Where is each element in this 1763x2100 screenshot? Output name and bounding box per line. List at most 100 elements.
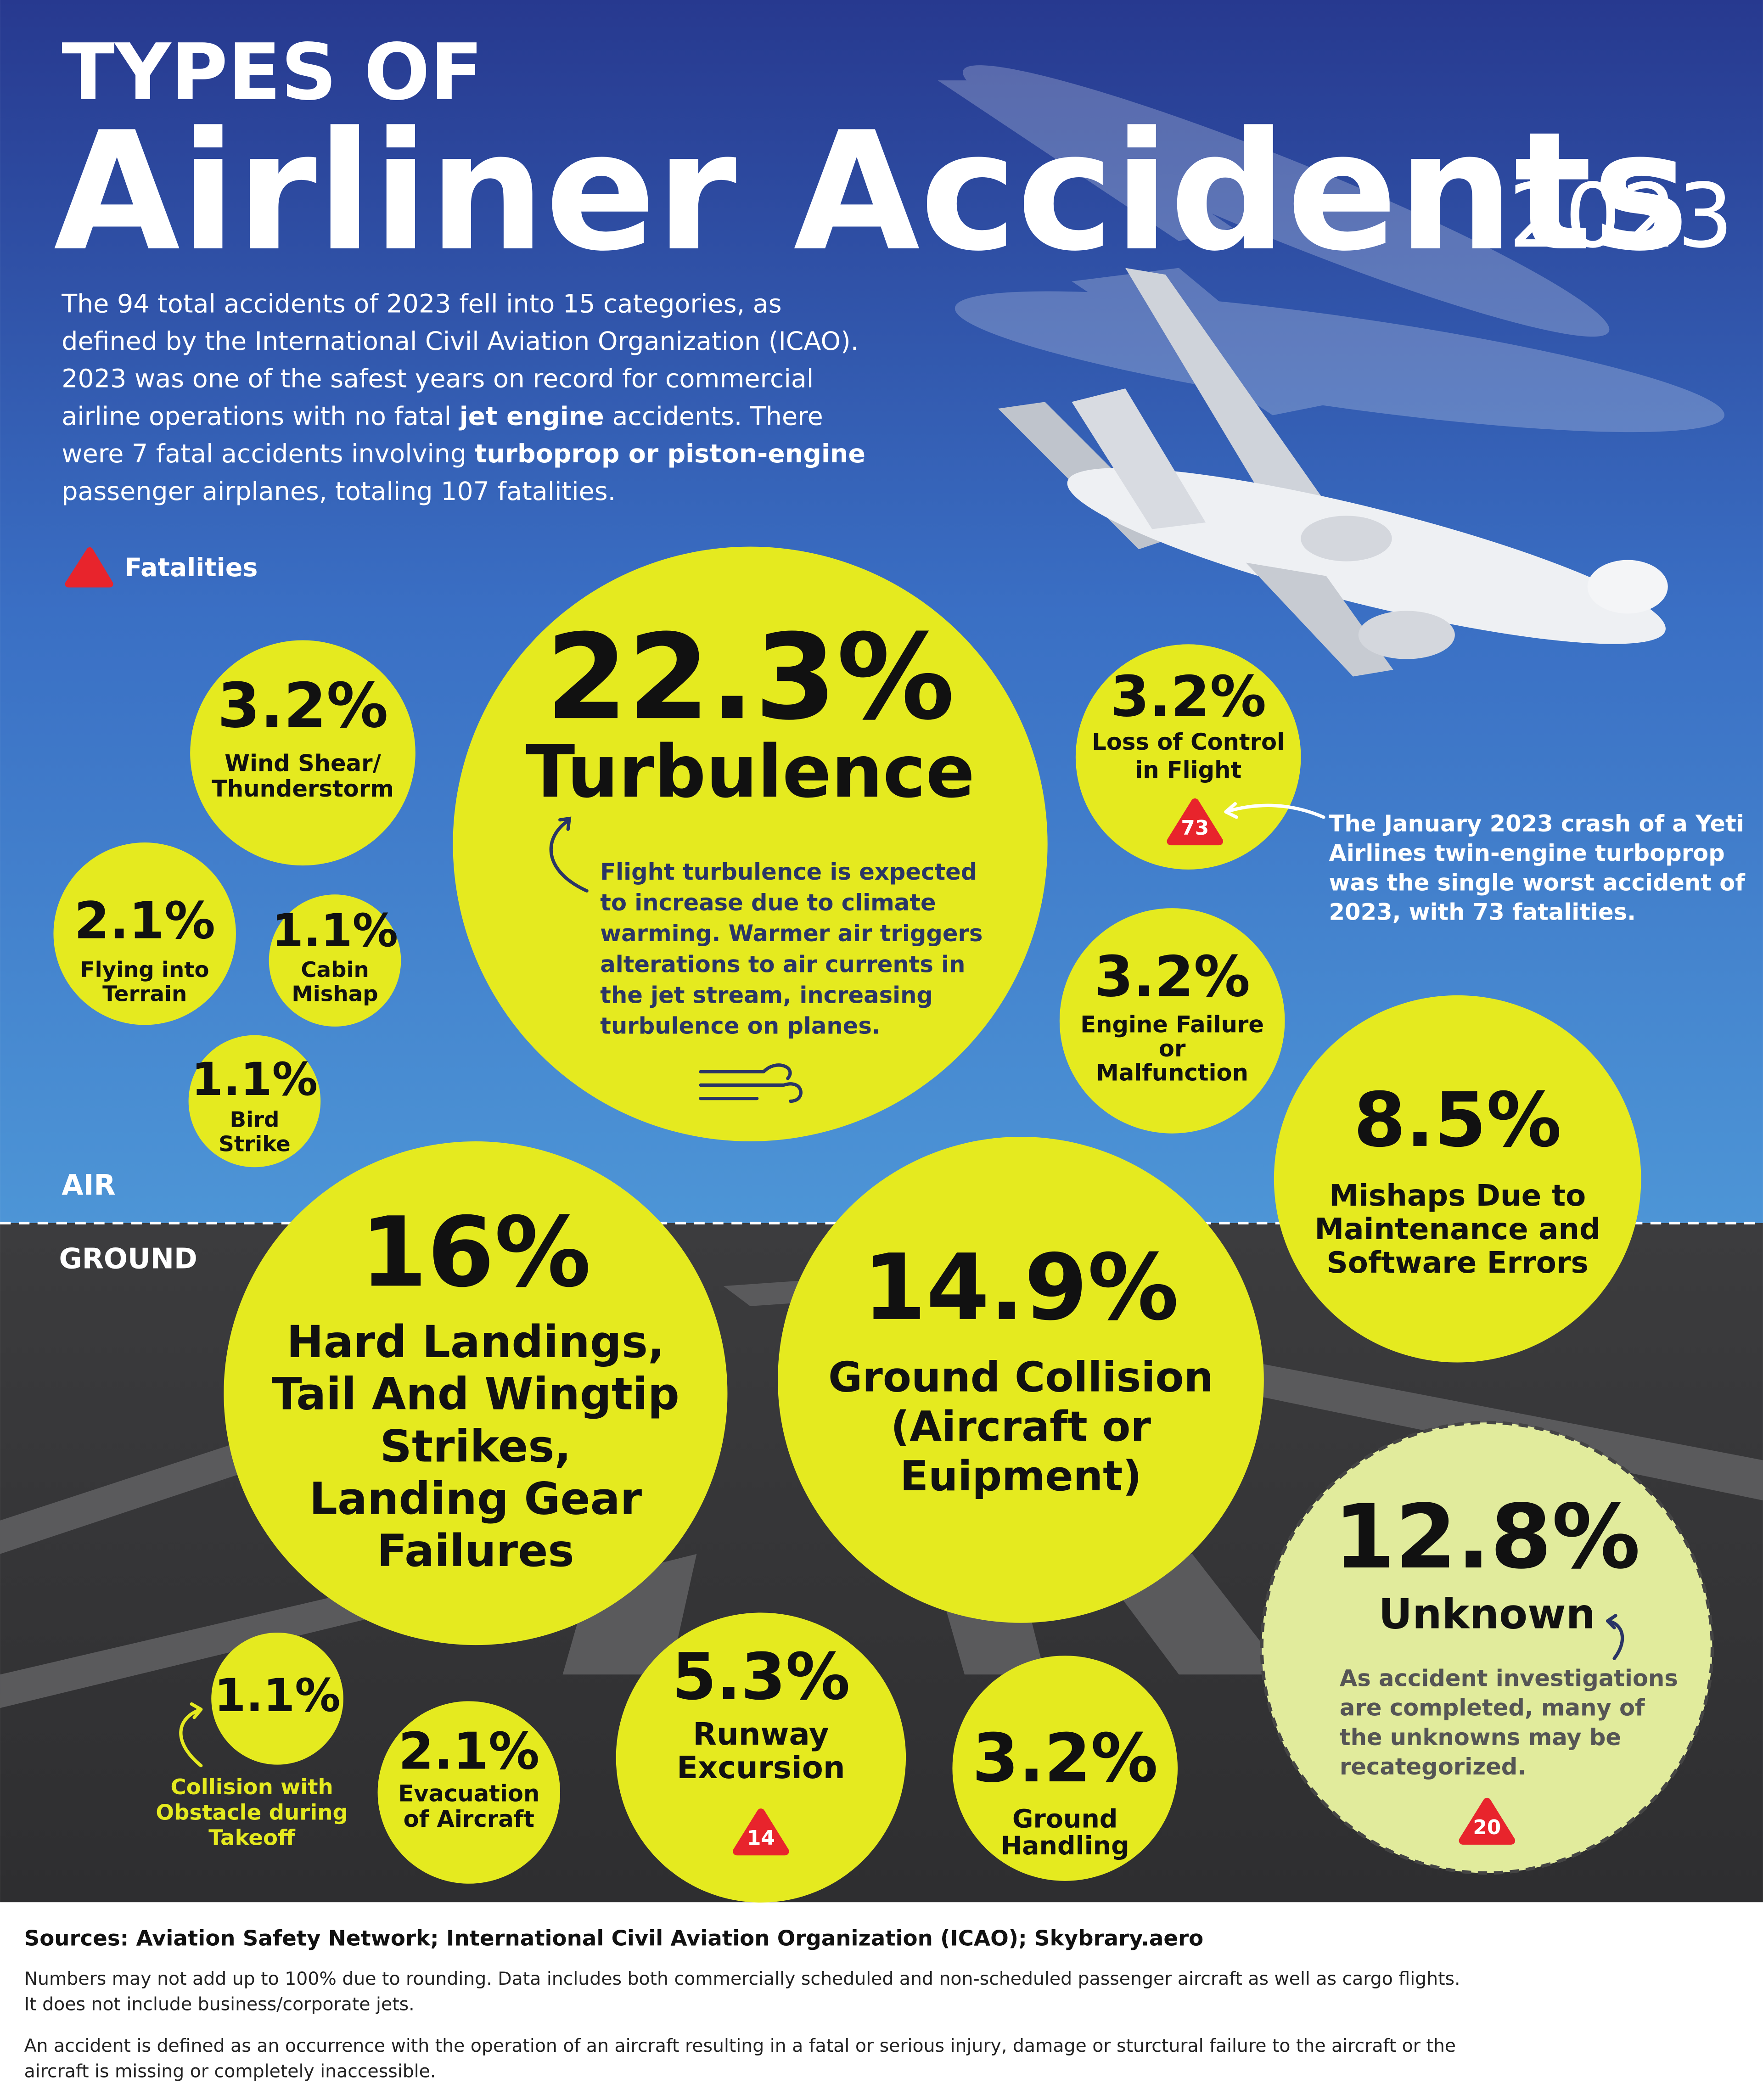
bubble-label: Handling	[1001, 1831, 1129, 1861]
bubble-percent: 14.9%	[863, 1235, 1179, 1341]
intro-segment: accidents. There	[604, 402, 823, 431]
fatality-count: 14	[747, 1826, 775, 1850]
bubble-label: Ground Collision	[828, 1353, 1213, 1401]
intro-segment: airline operations with no fatal	[62, 402, 459, 431]
bubble-description: the jet stream, increasing	[600, 982, 933, 1008]
bubble	[453, 546, 1048, 1141]
note-line: An accident is defined as an occurrence …	[24, 2035, 1456, 2056]
intro-text: The 94 total accidents of 2023 fell into…	[61, 289, 865, 506]
bubble-description: Flight turbulence is expected	[600, 859, 977, 885]
bubble-label: in Flight	[1135, 757, 1241, 783]
title: Airliner Accidents	[54, 97, 1690, 287]
bubble-percent: 1.1%	[272, 904, 398, 957]
bubble-label: Landing Gear	[309, 1473, 642, 1524]
bubble-label: Collision with	[170, 1775, 333, 1800]
notes: Numbers may not add up to 100% due to ro…	[24, 1968, 1460, 2082]
intro-segment: were 7 fatal accidents involving	[62, 439, 474, 469]
bubble-percent: 16%	[360, 1196, 591, 1308]
intro-line: were 7 fatal accidents involving turbopr…	[62, 439, 865, 469]
bubble-label: Terrain	[102, 982, 187, 1006]
bubble	[778, 1137, 1264, 1623]
intro-segment: passenger airplanes, totaling 107 fatali…	[62, 477, 616, 506]
bubble-label: Software Errors	[1327, 1246, 1589, 1280]
bubble-percent: 1.1%	[191, 1053, 318, 1106]
bubble-percent: 2.1%	[399, 1722, 539, 1781]
bubble-label: Ground	[1012, 1804, 1117, 1834]
intro-line: defined by the International Civil Aviat…	[62, 327, 859, 356]
section-ground: GROUND	[59, 1242, 197, 1275]
bubble-label: Obstacle during	[156, 1800, 348, 1825]
bubble-label: Turbulence	[526, 730, 975, 814]
bubble-label: Strike	[219, 1132, 290, 1157]
year: 2023	[1509, 165, 1734, 268]
bubble	[1274, 995, 1641, 1363]
bubble-description: recategorized.	[1340, 1753, 1526, 1780]
bubble-description: As accident investigations	[1340, 1665, 1678, 1691]
bubble-percent: 3.2%	[1110, 664, 1266, 730]
sources: Sources: Aviation Safety Network; Intern…	[24, 1926, 1204, 1951]
fatality-count: 20	[1473, 1816, 1501, 1839]
annotation-line: 2023, with 73 fatalities.	[1329, 898, 1636, 925]
bubble-label: Hard Landings,	[286, 1316, 664, 1368]
bubble-label: Tail And Wingtip	[272, 1369, 679, 1420]
bubble-percent: 3.2%	[972, 1720, 1158, 1797]
bubble	[53, 842, 236, 1025]
bubble-label: Maintenance and	[1314, 1212, 1600, 1247]
bubble-percent: 5.3%	[672, 1640, 850, 1714]
bubble-label: of Aircraft	[404, 1806, 534, 1832]
bubble	[377, 1701, 561, 1884]
annotation-line: was the single worst accident of	[1329, 869, 1746, 896]
bubble-label: Wind Shear/	[225, 750, 381, 777]
bubble-label: Loss of Control	[1092, 729, 1285, 755]
bubbles: 3.2% Wind Shear/Thunderstorm 22.3%Turbulen…	[53, 546, 1714, 1903]
fatality-marker	[733, 1808, 789, 1856]
decorations	[179, 802, 1624, 1768]
intro-line: passenger airplanes, totaling 107 fatali…	[62, 477, 616, 506]
bubble-label: Runway	[693, 1716, 829, 1752]
bubble-label: Takeoff	[208, 1826, 296, 1851]
bubble-description: alterations to air currents in	[600, 951, 965, 977]
bubble-description: warming. Warmer air triggers	[600, 920, 983, 947]
bubble-label: Failures	[377, 1525, 574, 1577]
annotation-line: Airlines twin-engine turboprop	[1329, 840, 1725, 866]
intro-line: The 94 total accidents of 2023 fell into…	[61, 289, 781, 319]
intro-segment: defined by the International Civil Aviat…	[62, 327, 859, 356]
bubble	[269, 894, 401, 1027]
fatality-marker	[1167, 798, 1224, 846]
section-air: AIR	[62, 1169, 115, 1202]
fatality-count: 73	[1181, 816, 1209, 840]
note-line: It does not include business/corporate j…	[24, 1994, 415, 2015]
bubble-label: Evacuation	[398, 1780, 539, 1807]
bubble-label: or	[1159, 1035, 1186, 1062]
bubble	[224, 1141, 728, 1645]
intro-segment: The 94 total accidents of 2023 fell into…	[61, 289, 781, 319]
bubble-percent: 22.3%	[546, 609, 955, 746]
bubble-description: are completed, many of	[1340, 1695, 1645, 1721]
bubble-label: Strikes,	[380, 1421, 571, 1472]
legend-label: Fatalities	[124, 553, 258, 583]
bubble-percent: 1.1%	[214, 1669, 341, 1722]
bubble-percent: 12.8%	[1334, 1486, 1640, 1589]
kicker: TYPES OF	[62, 27, 483, 118]
bubble	[190, 640, 415, 866]
bubble-percent: 8.5%	[1353, 1076, 1561, 1164]
footer-background	[0, 1902, 1763, 2100]
annotation-line: The January 2023 crash of a Yeti	[1329, 810, 1744, 837]
bubble	[211, 1632, 343, 1765]
bubble-label: Cabin	[301, 958, 369, 983]
airplane	[998, 268, 1668, 677]
bubble-label: Bird	[230, 1108, 279, 1133]
bubble-label: Engine Failure	[1080, 1011, 1264, 1038]
intro-line: 2023 was one of the safest years on reco…	[62, 365, 814, 394]
bubble-description: the unknowns may be	[1340, 1724, 1621, 1751]
legend-marker	[65, 547, 113, 588]
intro-line: airline operations with no fatal jet eng…	[62, 402, 823, 431]
intro-segment: 2023 was one of the safest years on reco…	[62, 365, 814, 394]
bubble-description: to increase due to climate	[600, 889, 936, 916]
bubble	[1075, 644, 1301, 870]
bubble	[1260, 1421, 1714, 1875]
bubble-label: Malfunction	[1096, 1060, 1248, 1086]
bubble	[952, 1656, 1178, 1881]
bubble-label: Euipment)	[900, 1452, 1141, 1500]
